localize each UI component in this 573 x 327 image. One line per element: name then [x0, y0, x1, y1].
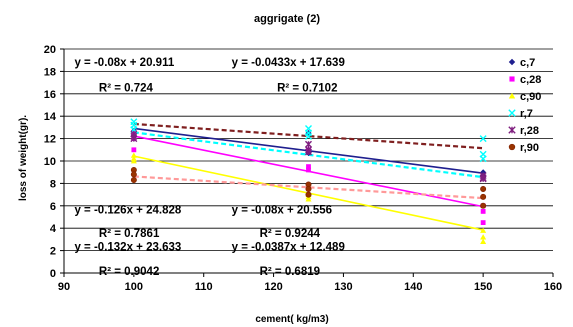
legend-marker — [508, 58, 516, 66]
plot-area: y = -0.08x + 20.911 R² = 0.724 y = -0.0433… — [60, 48, 554, 278]
legend-marker — [508, 126, 516, 134]
data-point — [480, 227, 487, 233]
data-point — [130, 152, 137, 158]
data-point — [305, 132, 312, 140]
y-tick-label: 14 — [44, 111, 57, 123]
trendline-equation: R² = 0.7861 — [99, 228, 160, 240]
x-tick-label: 100 — [125, 281, 143, 293]
trendline-equation: R² = 0.7102 — [277, 83, 337, 95]
data-point — [306, 167, 311, 173]
legend-label: r,28 — [520, 125, 539, 137]
data-point — [130, 177, 137, 184]
legend-marker — [508, 92, 516, 99]
legend-label: r,7 — [520, 108, 533, 120]
data-point — [130, 155, 137, 162]
legend-label: c,28 — [520, 74, 541, 86]
y-tick-label: 12 — [44, 134, 56, 146]
x-tick-label: 160 — [544, 281, 562, 293]
data-point — [480, 193, 487, 200]
x-tick-label: 130 — [334, 281, 352, 293]
trendline-equation: y = -0.0433x + 17.639 — [232, 57, 345, 69]
trendline-equation: y = -0.08x + 20.556 — [232, 205, 332, 217]
y-tick-label: 16 — [44, 89, 56, 101]
y-tick-label: 10 — [44, 156, 56, 168]
data-point — [130, 132, 138, 140]
axes — [60, 48, 554, 277]
legend: c,7 c,28 c,90 r,7 r,28 r,90 — [508, 57, 541, 154]
legend-marker — [508, 143, 516, 151]
trendline-equation: R² = 0.6819 — [260, 266, 320, 278]
trendline-equation: R² = 0.9244 — [260, 228, 321, 240]
trendline-equation: y = -0.132x + 23.633 — [74, 242, 181, 254]
data-point — [479, 135, 487, 143]
y-axis-label: loss of weight(gr). — [18, 115, 29, 201]
legend-marker — [508, 109, 516, 117]
x-tick-label: 150 — [474, 281, 492, 293]
trendline-equation: R² = 0.9042 — [99, 266, 159, 278]
legend-label: r,90 — [520, 142, 539, 154]
x-tick-label: 120 — [264, 281, 282, 293]
y-tick-label: 6 — [50, 201, 56, 213]
data-point — [480, 209, 486, 214]
y-tick-label: 18 — [44, 66, 56, 78]
data-point — [305, 191, 312, 198]
trendline — [133, 122, 484, 150]
data-point — [131, 147, 137, 153]
legend-marker — [509, 76, 515, 82]
x-tick-label: 110 — [195, 281, 213, 293]
data-point — [480, 186, 487, 193]
x-tick-label: 90 — [58, 281, 70, 293]
y-tick-label: 2 — [50, 246, 56, 258]
data-point — [479, 174, 487, 182]
tick-labels: 90 100 110 120 130 140 150 160 0 2 4 6 8 10 12 14 16 18 20 — [44, 44, 562, 293]
data-point — [130, 171, 137, 178]
data-point — [480, 220, 486, 225]
data-point — [480, 234, 487, 240]
trendline-equations: y = -0.08x + 20.911 R² = 0.724 y = -0.0433… — [74, 57, 344, 278]
data-point — [305, 140, 312, 148]
data-point — [479, 155, 487, 163]
trendline-equation: y = -0.08x + 20.911 — [74, 57, 174, 69]
trendline-equation: y = -0.126x + 24.828 — [74, 205, 181, 217]
x-axis-label: cement( kg/m3) — [255, 314, 328, 325]
data-markers — [130, 118, 487, 245]
legend-label: c,90 — [520, 91, 541, 103]
data-point — [480, 202, 487, 209]
data-point — [305, 186, 312, 193]
trendline — [133, 175, 484, 200]
data-point — [306, 164, 311, 169]
trendline-equation: R² = 0.724 — [99, 83, 154, 95]
legend-label: c,7 — [520, 57, 535, 69]
data-point — [480, 238, 487, 245]
y-tick-label: 4 — [50, 223, 57, 235]
trendline-equation: y = -0.0387x + 12.489 — [232, 242, 345, 254]
gridlines — [64, 48, 553, 252]
y-tick-label: 20 — [44, 44, 56, 56]
data-point — [305, 146, 312, 154]
x-tick-label: 140 — [404, 281, 422, 293]
y-tick-label: 8 — [50, 178, 56, 190]
chart-title: aggrigate (2) — [254, 13, 320, 25]
y-tick-label: 0 — [50, 268, 56, 280]
